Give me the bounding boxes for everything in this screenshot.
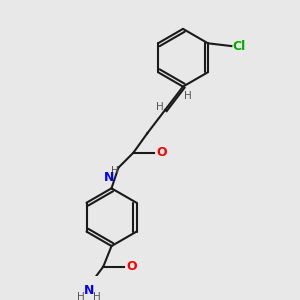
Text: H: H [156,102,164,112]
Text: Cl: Cl [233,40,246,52]
Text: H: H [77,292,85,300]
Text: H: H [92,292,100,300]
Text: H: H [111,166,119,176]
Text: O: O [126,260,137,273]
Text: O: O [156,146,167,159]
Text: H: H [184,91,192,101]
Text: N: N [103,171,114,184]
Text: N: N [84,284,95,296]
